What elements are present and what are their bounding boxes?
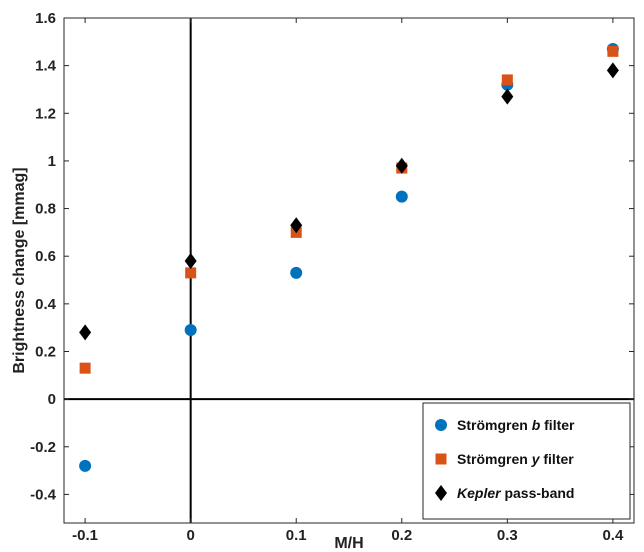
x-tick-label: 0.2	[391, 527, 412, 544]
x-axis-title: M/H	[334, 535, 363, 552]
series-2-point	[607, 45, 619, 57]
x-tick-label: -0.1	[72, 527, 98, 544]
x-tick-label: 0.4	[602, 527, 624, 544]
y-tick-label: 0.4	[35, 296, 57, 313]
series-3-point	[290, 217, 303, 234]
legend-marker-1	[435, 419, 447, 431]
y-tick-label: 1.2	[35, 105, 56, 122]
series-2-point	[185, 267, 197, 279]
series-3-point	[395, 157, 408, 174]
legend: Strömgren b filter Strömgren y filter Kepl…	[422, 402, 631, 520]
x-tick-label: 0.3	[497, 527, 518, 544]
x-tick-label: 0.1	[286, 527, 307, 544]
y-tick-label: -0.4	[30, 486, 57, 503]
series-3-point	[606, 62, 619, 79]
series-1-point	[79, 459, 92, 472]
series-2-point	[501, 74, 513, 86]
y-axis-ticks: -0.4 -0.2 0 0.2 0.4 0.6 0.8 1 1.2 1.4 1.6	[30, 10, 634, 503]
legend-label-2: Strömgren y filter	[457, 451, 574, 467]
plot-area-frame	[63, 17, 635, 524]
y-tick-label: 1.4	[35, 58, 57, 75]
x-axis-ticks: -0.1 0 0.1 0.2 0.3 0.4	[72, 18, 624, 544]
series-2-point	[79, 362, 91, 374]
series-1-point	[395, 190, 408, 203]
series-3-point	[79, 324, 92, 341]
y-tick-label: 1.6	[35, 10, 56, 27]
legend-label-3: Kepler pass-band	[457, 485, 574, 501]
legend-box	[422, 402, 631, 520]
y-tick-label: 0.8	[35, 201, 56, 218]
y-tick-label: -0.2	[30, 439, 56, 456]
y-tick-label: 0.2	[35, 343, 56, 360]
legend-marker-2	[435, 453, 447, 465]
y-tick-label: 0.6	[35, 248, 56, 265]
series-1-point	[184, 324, 197, 337]
series-3-point	[501, 88, 514, 105]
x-tick-label: 0	[186, 527, 194, 544]
y-tick-label: 1	[48, 153, 56, 170]
series-1-point	[290, 266, 303, 279]
y-tick-label: 0	[48, 391, 56, 408]
legend-marker-3	[435, 485, 447, 501]
legend-label-1: Strömgren b filter	[457, 417, 575, 433]
data-markers	[79, 42, 619, 472]
series-3-point	[184, 252, 197, 269]
y-axis-title: Brightness change [mmag]	[11, 167, 28, 373]
